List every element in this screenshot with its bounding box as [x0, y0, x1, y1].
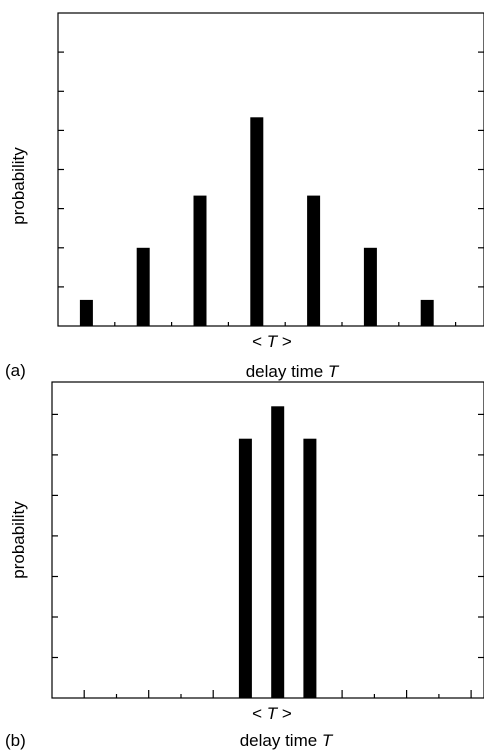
plot-frame-a	[57, 12, 484, 327]
bars-a	[79, 117, 434, 327]
bar-a-4	[307, 195, 321, 326]
bar-a-5	[363, 247, 377, 327]
x-tick-label-b: < T >	[252, 704, 292, 723]
panel-label-b: (b)	[5, 731, 26, 750]
x-tick-label-a: < T >	[252, 332, 292, 351]
bar-b-2	[303, 438, 317, 698]
tick-marks-b	[52, 413, 484, 698]
bar-a-0	[79, 299, 93, 326]
x-axis-label-b: delay time T	[240, 731, 334, 750]
tick-marks-a	[58, 51, 484, 326]
bar-b-1	[271, 406, 285, 698]
y-axis-label-b: probability	[9, 501, 28, 579]
panel-b: probability < T > delay time T (b)	[5, 381, 484, 750]
panel-label-a: (a)	[5, 361, 26, 380]
bar-b-0	[238, 438, 252, 698]
bars-b	[238, 406, 317, 698]
bar-a-6	[420, 299, 434, 326]
bar-a-1	[136, 247, 150, 327]
panel-a: probability < T > delay time T (a)	[5, 12, 484, 381]
y-axis-label-a: probability	[9, 147, 28, 225]
plot-frame-b	[51, 381, 484, 699]
bar-a-3	[250, 117, 264, 326]
bar-a-2	[193, 195, 207, 326]
x-axis-label-a: delay time T	[246, 362, 340, 381]
